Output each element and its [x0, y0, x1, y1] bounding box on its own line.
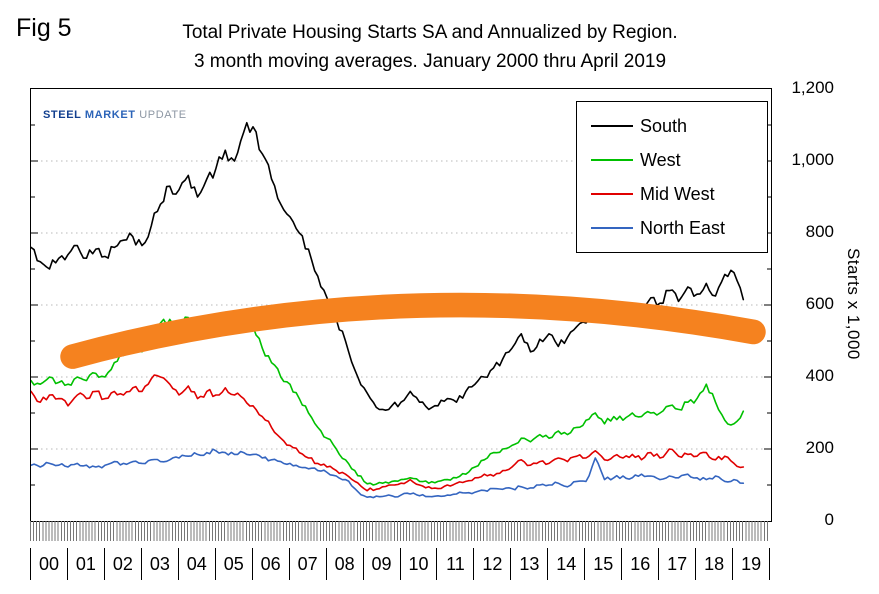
y-axis-tick-label: 1,000	[791, 150, 834, 169]
y-axis-tick-label: 0	[824, 510, 834, 529]
x-axis-year-label: 12	[474, 548, 512, 580]
legend-label: North East	[640, 217, 726, 238]
logo-word-market: MARKET	[84, 109, 136, 121]
x-axis-year-label: 04	[179, 548, 216, 580]
x-axis-year-label: 16	[622, 548, 660, 580]
x-axis-year-label: 08	[327, 548, 364, 580]
x-axis-year-label: 13	[511, 548, 549, 580]
x-axis-year-label: 01	[68, 548, 105, 580]
chart-title: Total Private Housing Starts SA and Annu…	[80, 18, 780, 76]
legend-label: South	[640, 115, 688, 136]
x-axis-year-label: 07	[290, 548, 327, 580]
x-axis-year-label: 11	[437, 548, 475, 580]
x-axis-year-label: 10	[401, 548, 438, 580]
legend-line-sample	[591, 125, 633, 127]
legend-item-south: South	[591, 109, 767, 143]
y-axis-tick-label: 400	[805, 366, 834, 385]
legend-line-sample	[591, 227, 633, 229]
legend-label: Mid West	[640, 183, 715, 204]
y-axis-tick-label: 1,200	[791, 78, 834, 97]
x-axis-year-label: 17	[659, 548, 697, 580]
legend-line-sample	[591, 193, 633, 195]
steel-market-update-logo: STEEL MARKET UPDATE	[43, 109, 766, 369]
x-axis-year-labels: 00 01 02 03 04 05 06 07 08 09 10 11 12 13 14 15 16 17 18 19	[30, 548, 771, 580]
legend-item-mid-west: Mid West	[591, 177, 767, 211]
logo-word-steel: STEEL	[43, 109, 82, 121]
y-axis-tick-label: 600	[805, 294, 834, 313]
x-axis-year-label: 00	[31, 548, 68, 580]
logo-wordmark: STEEL MARKET UPDATE	[43, 109, 203, 121]
x-axis-year-label: 09	[364, 548, 401, 580]
x-axis-year-label: 05	[216, 548, 253, 580]
x-axis-year-label: 06	[253, 548, 290, 580]
chart-title-line1: Total Private Housing Starts SA and Annu…	[182, 22, 678, 43]
y-axis-tick-label: 200	[805, 438, 834, 457]
monthly-tick-strip	[30, 521, 770, 541]
x-axis-year-label: 02	[105, 548, 142, 580]
y-axis-title: Starts x 1,000	[844, 248, 863, 360]
legend-label: West	[640, 149, 681, 170]
x-axis-year-label: 18	[696, 548, 734, 580]
plot-area: STEEL MARKET UPDATE South West Mid West Nor…	[30, 88, 772, 522]
x-axis-year-label: 15	[585, 548, 623, 580]
legend-line-sample	[591, 159, 633, 161]
figure-label: Fig 5	[16, 14, 72, 42]
y-axis-tick-label: 800	[805, 222, 834, 241]
chart-title-line2: 3 month moving averages. January 2000 th…	[193, 51, 667, 72]
logo-word-update: UPDATE	[139, 109, 187, 121]
logo-swoosh-icon	[60, 292, 766, 369]
x-axis-year-label: 03	[142, 548, 179, 580]
x-axis-year-label: 14	[548, 548, 586, 580]
legend-item-west: West	[591, 143, 767, 177]
x-axis-year-label: 19	[733, 548, 771, 580]
legend-item-north-east: North East	[591, 211, 767, 245]
legend: South West Mid West North East	[576, 101, 768, 253]
